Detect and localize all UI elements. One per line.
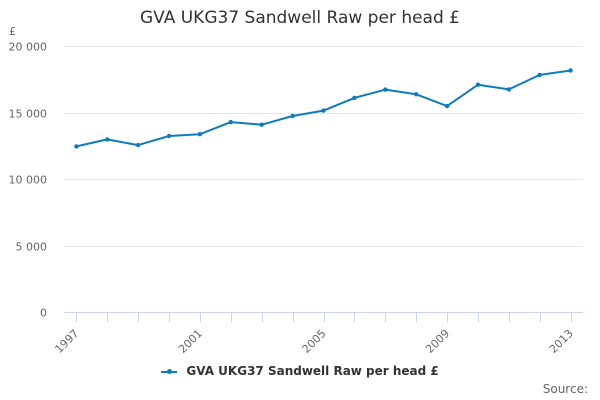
y-axis: £ 0 5 000 10 000 15 000 20 000 <box>9 25 48 320</box>
data-point <box>352 95 357 101</box>
x-tick-label: 2001 <box>176 327 205 356</box>
x-tick-label: 2013 <box>547 327 576 356</box>
data-point <box>197 132 203 137</box>
data-point <box>74 144 79 149</box>
x-tick-label: 1997 <box>52 327 81 356</box>
chart-title: GVA UKG37 Sandwell Raw per head £ <box>139 8 460 28</box>
legend-series-label: GVA UKG37 Sandwell Raw per head £ <box>186 364 439 378</box>
data-point <box>537 72 542 78</box>
y-tick-label: 10 000 <box>9 174 48 187</box>
grid-lines <box>64 46 583 313</box>
data-point <box>321 108 326 113</box>
data-point <box>135 142 141 148</box>
x-tick-label: 2005 <box>300 327 329 356</box>
data-point <box>475 82 481 87</box>
data-point <box>166 133 172 139</box>
y-tick-label: 20 000 <box>9 41 48 54</box>
data-point <box>259 122 264 127</box>
legend[interactable]: GVA UKG37 Sandwell Raw per head £ <box>0 364 600 378</box>
y-tick-label: 5 000 <box>16 241 48 254</box>
data-point <box>290 113 295 119</box>
y-axis-title: £ <box>9 25 16 38</box>
data-point <box>105 137 110 142</box>
data-point <box>506 87 512 92</box>
data-point <box>568 68 573 73</box>
data-point <box>383 87 388 92</box>
data-point <box>414 92 419 97</box>
x-axis: 1997 2001 2005 2009 2013 <box>52 312 583 356</box>
y-tick-label: 0 <box>40 307 47 320</box>
y-tick-label: 15 000 <box>9 108 48 121</box>
series-layer <box>74 68 573 149</box>
legend-series-marker <box>161 368 178 374</box>
x-tick-label: 2009 <box>423 327 452 356</box>
data-point <box>444 103 450 109</box>
source-credit[interactable]: Source: <box>542 382 588 396</box>
data-point <box>228 119 233 125</box>
